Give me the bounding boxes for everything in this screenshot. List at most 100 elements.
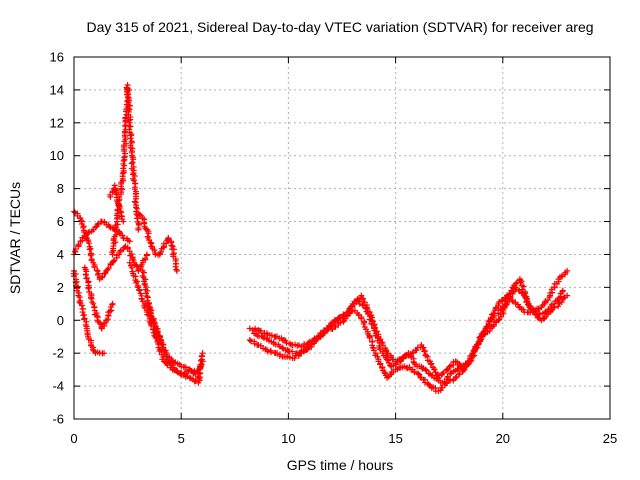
data-point — [301, 340, 308, 347]
data-point — [564, 292, 571, 299]
data-point — [109, 300, 116, 307]
data-point — [76, 299, 83, 306]
data-point — [337, 319, 344, 326]
y-tick-label: 4 — [57, 247, 64, 262]
data-point — [106, 223, 113, 230]
y-axis-ticks: -6 -4 -2 0 2 4 6 8 10 12 14 16 — [50, 50, 610, 427]
data-point — [541, 315, 548, 322]
data-point — [199, 358, 206, 365]
x-tick-label: 0 — [70, 431, 77, 446]
data-point — [86, 246, 93, 253]
y-tick-label: 2 — [57, 280, 64, 295]
data-point — [527, 303, 534, 310]
data-point — [460, 367, 467, 374]
data-point — [419, 365, 426, 372]
data-point — [133, 262, 140, 269]
data-point — [331, 317, 338, 324]
data-point — [411, 369, 418, 376]
data-point — [532, 308, 539, 315]
data-point — [268, 349, 275, 356]
data-point — [173, 266, 180, 273]
data-point — [140, 269, 147, 276]
data-point — [78, 217, 85, 224]
data-point — [283, 339, 290, 346]
y-tick-label: 14 — [50, 82, 64, 97]
data-point — [88, 295, 95, 302]
data-point — [336, 315, 343, 322]
data-point — [159, 344, 166, 351]
series-track-e — [109, 81, 142, 258]
data-point — [456, 363, 463, 370]
data-point — [314, 336, 321, 343]
data-point — [143, 290, 150, 297]
data-point — [446, 363, 453, 370]
data-point — [129, 255, 136, 262]
x-tick-label: 20 — [496, 431, 510, 446]
data-point — [73, 278, 80, 285]
data-point — [564, 267, 571, 274]
data-point — [118, 186, 125, 193]
data-point — [127, 135, 134, 142]
data-point — [371, 327, 378, 334]
data-point — [126, 238, 133, 245]
data-point — [124, 93, 131, 100]
y-tick-label: 6 — [57, 214, 64, 229]
data-point — [522, 290, 529, 297]
data-point — [421, 379, 428, 386]
series-track-d — [81, 264, 116, 332]
data-point — [173, 267, 180, 274]
data-point — [495, 317, 502, 324]
data-point — [79, 309, 86, 316]
data-point — [85, 240, 92, 247]
data-point — [507, 291, 514, 298]
data-point — [163, 240, 170, 247]
data-point — [558, 299, 565, 306]
data-point — [101, 350, 108, 357]
data-point — [422, 366, 429, 373]
series-track-h — [126, 259, 206, 386]
data-point — [274, 350, 281, 357]
data-point — [120, 157, 127, 164]
data-point — [148, 313, 155, 320]
data-point — [360, 320, 367, 327]
data-series — [70, 81, 571, 395]
data-point — [116, 205, 123, 212]
data-point — [419, 344, 426, 351]
data-point — [135, 226, 142, 233]
data-point — [136, 287, 143, 294]
data-point — [158, 248, 165, 255]
y-tick-label: 16 — [50, 50, 64, 65]
y-tick-label: 0 — [57, 313, 64, 328]
data-point — [147, 312, 154, 319]
data-point — [126, 106, 133, 113]
series-track-m — [251, 276, 566, 386]
y-tick-label: -6 — [52, 412, 64, 427]
series-track-f — [107, 182, 127, 225]
data-point — [358, 315, 365, 322]
data-point — [498, 296, 505, 303]
y-tick-label: 8 — [57, 181, 64, 196]
x-axis-ticks: 0 5 10 15 20 25 — [70, 57, 617, 446]
data-point — [114, 221, 121, 228]
data-point — [367, 312, 374, 319]
data-point — [131, 198, 138, 205]
data-point — [341, 312, 348, 319]
data-point — [368, 321, 375, 328]
data-point — [559, 287, 566, 294]
data-point — [156, 333, 163, 340]
data-point — [87, 245, 94, 252]
y-tick-label: -4 — [52, 379, 64, 394]
data-point — [172, 263, 179, 270]
data-point — [518, 289, 525, 296]
plot-frame — [73, 56, 611, 420]
data-point — [199, 352, 206, 359]
data-point — [257, 328, 264, 335]
y-tick-label: 12 — [50, 115, 64, 130]
data-point — [376, 339, 383, 346]
data-point — [129, 159, 136, 166]
data-point — [89, 346, 96, 353]
data-point — [512, 280, 519, 287]
data-point — [85, 229, 92, 236]
data-point — [144, 302, 151, 309]
data-point — [120, 218, 127, 225]
